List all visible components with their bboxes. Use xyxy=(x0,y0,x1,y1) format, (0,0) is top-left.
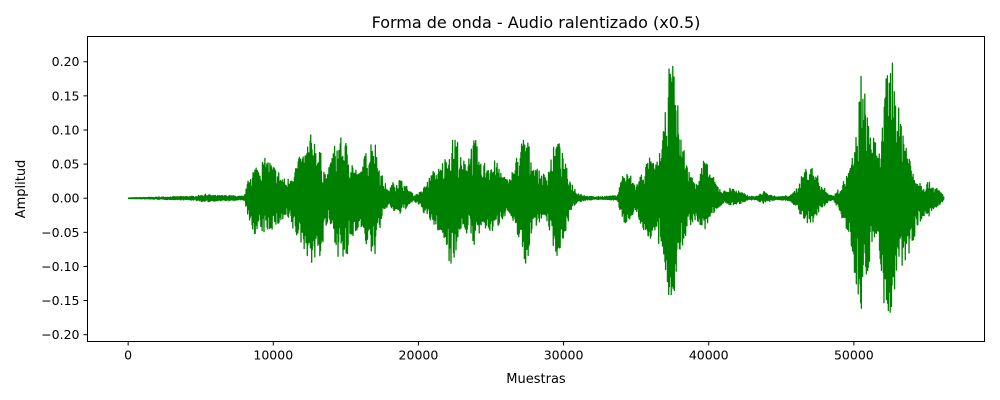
y-tick-label: 0.20 xyxy=(52,54,80,69)
y-tick-label: 0.10 xyxy=(52,122,80,137)
waveform-series xyxy=(127,62,945,313)
y-tick-label: −0.10 xyxy=(41,259,79,274)
chart-title: Forma de onda - Audio ralentizado (x0.5) xyxy=(372,13,701,32)
x-tick-label: 30000 xyxy=(544,348,584,363)
y-axis: −0.20 −0.15 −0.10 −0.05 0.00 0.05 0.10 0.15 0.20 xyxy=(41,54,88,342)
plot-area xyxy=(87,36,985,342)
x-axis: 0 10000 20000 30000 40000 50000 xyxy=(124,341,874,363)
x-axis-label: Muestras xyxy=(506,372,566,387)
x-tick-label: 40000 xyxy=(689,348,729,363)
y-tick-label: −0.20 xyxy=(41,327,79,342)
y-axis-label: Amplitud xyxy=(14,160,29,219)
waveform-line xyxy=(127,62,945,313)
y-tick-label: −0.05 xyxy=(41,225,79,240)
x-tick-label: 0 xyxy=(124,348,132,363)
y-tick-label: 0.05 xyxy=(52,157,80,172)
y-tick-label: 0.15 xyxy=(52,88,80,103)
x-tick-label: 10000 xyxy=(253,348,293,363)
x-tick-label: 20000 xyxy=(399,348,439,363)
y-tick-label: 0.00 xyxy=(52,191,80,206)
x-tick-label: 50000 xyxy=(834,348,874,363)
y-tick-label: −0.15 xyxy=(41,293,79,308)
plot-frame xyxy=(87,36,985,342)
